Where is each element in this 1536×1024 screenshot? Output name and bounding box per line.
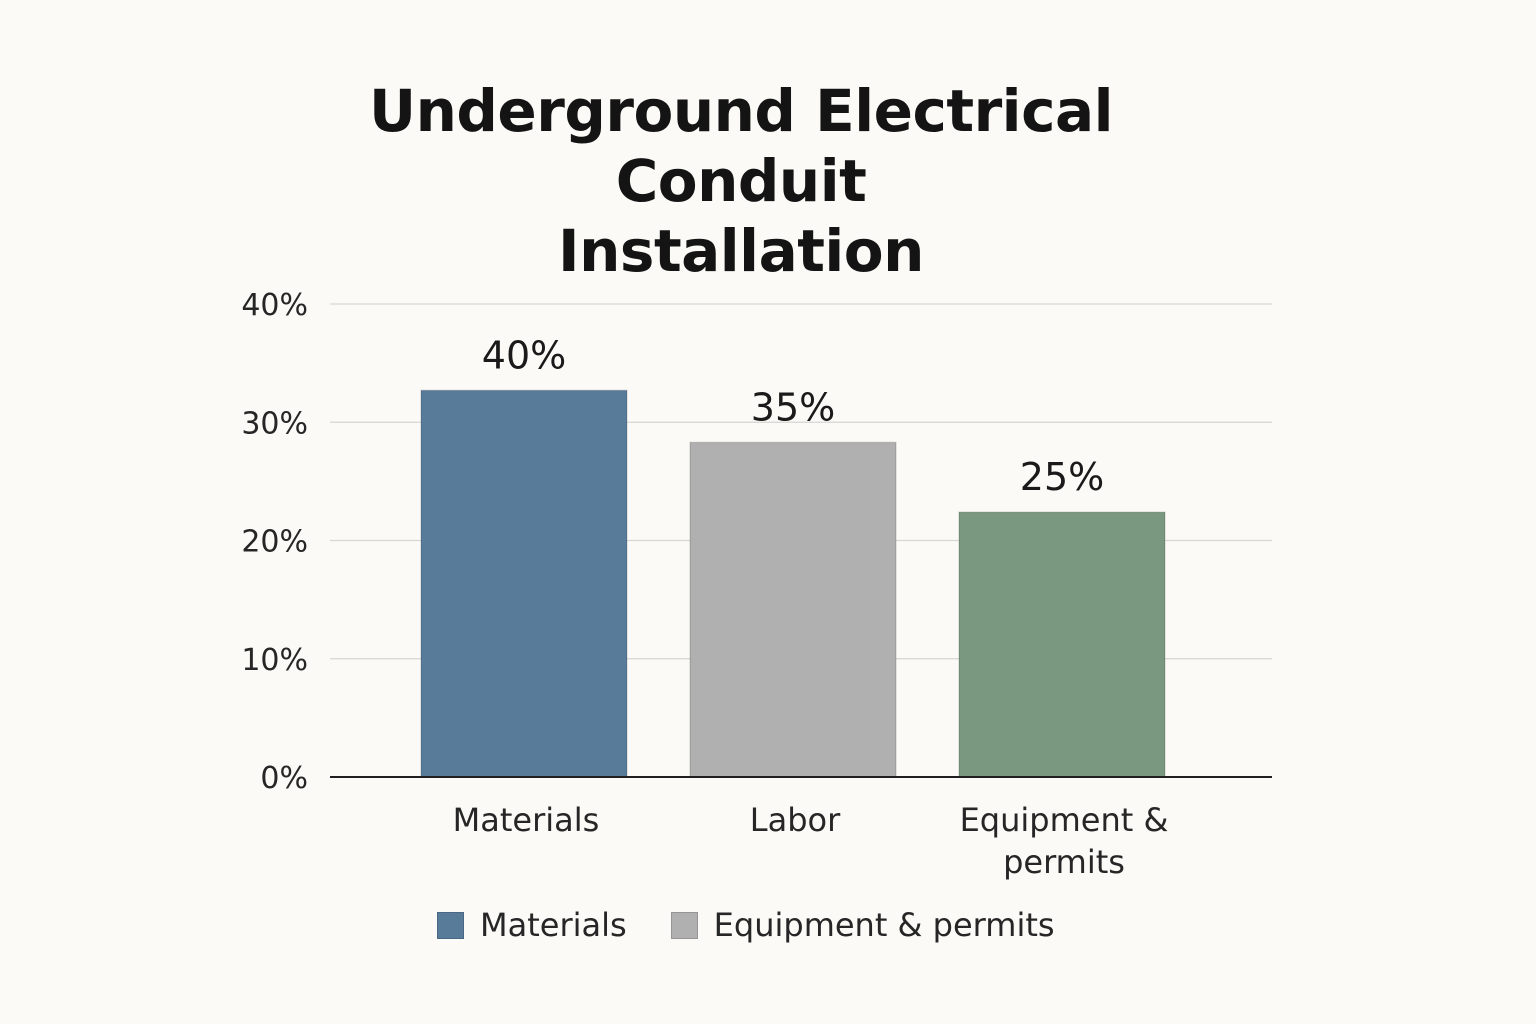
legend-swatch-equipment-permits bbox=[670, 911, 698, 939]
chart-title-line-1: Underground Electrical Conduit bbox=[369, 77, 1113, 215]
x-tick-label: Labor bbox=[750, 801, 841, 839]
chart-title-line-2: Installation bbox=[558, 217, 924, 285]
bar bbox=[689, 441, 897, 778]
legend-swatch-materials bbox=[437, 911, 464, 939]
bar bbox=[420, 389, 628, 778]
x-tick-label: permits bbox=[1003, 843, 1125, 881]
bar bbox=[958, 511, 1166, 778]
y-axis-tick-labels: 0% 10% 20% 30% 40% bbox=[241, 288, 308, 796]
y-tick-label: 40% bbox=[241, 288, 308, 323]
chart-title: Underground Electrical Conduit Installat… bbox=[236, 76, 1246, 286]
category-labels: Materials Labor Equipment & permits bbox=[453, 801, 1169, 881]
y-tick-label: 0% bbox=[260, 761, 308, 796]
y-tick-label: 30% bbox=[241, 406, 308, 441]
x-tick-label: Equipment & bbox=[960, 801, 1169, 839]
legend-item-equipment-permits: Equipment & permits bbox=[670, 906, 1055, 944]
bars bbox=[420, 389, 1166, 778]
data-label: 40% bbox=[482, 333, 566, 377]
data-labels: 40% 35% 25% bbox=[482, 333, 1104, 499]
legend-item-materials: Materials bbox=[437, 906, 627, 944]
legend-label-equipment-permits: Equipment & permits bbox=[713, 906, 1055, 944]
x-tick-label: Materials bbox=[453, 801, 600, 839]
legend: Materials Equipment & permits bbox=[437, 902, 1099, 948]
data-label: 35% bbox=[751, 385, 835, 429]
data-label: 25% bbox=[1020, 455, 1104, 499]
y-tick-label: 10% bbox=[241, 643, 308, 678]
y-tick-label: 20% bbox=[241, 525, 308, 560]
legend-label-materials: Materials bbox=[480, 906, 627, 944]
